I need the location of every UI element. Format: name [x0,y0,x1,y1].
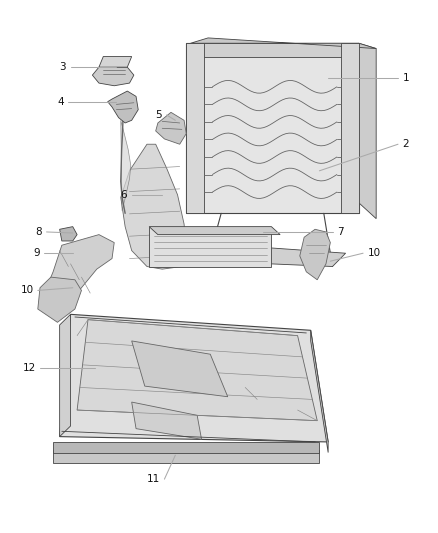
Text: 6: 6 [121,190,127,200]
Polygon shape [99,56,132,67]
Text: 7: 7 [337,227,343,237]
Polygon shape [132,341,228,397]
Polygon shape [186,43,359,213]
Polygon shape [132,402,201,439]
Polygon shape [191,43,354,56]
Polygon shape [60,227,77,241]
Polygon shape [121,144,186,269]
Text: 11: 11 [147,474,160,484]
Polygon shape [53,450,319,463]
Text: 10: 10 [367,248,381,258]
Text: 8: 8 [35,227,42,237]
Polygon shape [149,227,280,235]
Polygon shape [60,314,328,442]
Polygon shape [92,67,134,86]
Polygon shape [53,442,319,453]
Polygon shape [359,43,376,219]
Polygon shape [311,330,328,453]
Text: 5: 5 [155,110,162,120]
Polygon shape [155,112,186,144]
Polygon shape [195,243,346,266]
Polygon shape [149,227,272,266]
Polygon shape [191,38,376,49]
Polygon shape [186,43,204,213]
Text: 12: 12 [22,362,35,373]
Polygon shape [108,91,138,123]
Text: 2: 2 [403,139,409,149]
Text: 4: 4 [57,96,64,107]
Text: 10: 10 [20,286,33,295]
Text: 1: 1 [403,73,409,83]
Polygon shape [121,120,131,211]
Text: 3: 3 [60,62,66,72]
Polygon shape [77,320,317,421]
Polygon shape [60,314,71,437]
Polygon shape [44,235,114,301]
Polygon shape [341,43,359,213]
Text: 9: 9 [33,248,40,258]
Polygon shape [300,229,330,280]
Polygon shape [38,277,81,322]
